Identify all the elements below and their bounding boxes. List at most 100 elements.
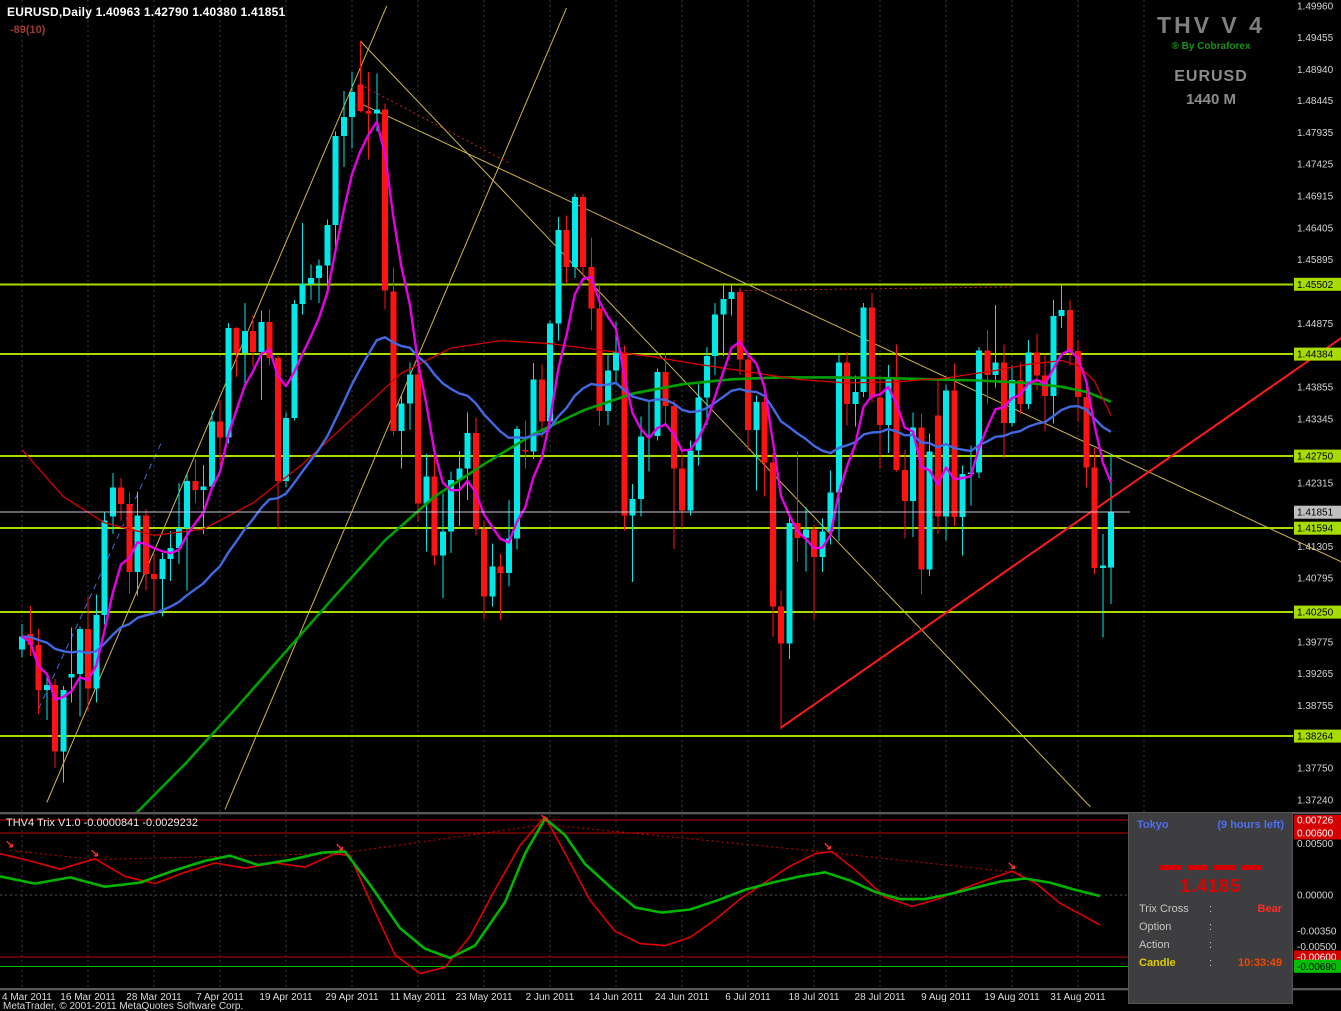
time-axis-label: 19 Aug 2011 [984, 992, 1040, 1003]
colon: : [1209, 939, 1213, 951]
svg-text:↘: ↘ [335, 841, 344, 853]
svg-text:1.37240: 1.37240 [1297, 796, 1334, 807]
svg-text:1.48445: 1.48445 [1297, 96, 1334, 107]
red-trendline[interactable] [780, 336, 1341, 729]
svg-text:1.44384: 1.44384 [1297, 350, 1334, 361]
session-name: Tokyo [1137, 819, 1169, 831]
trix-cross-value: Bear [1257, 903, 1282, 915]
svg-text:1.45895: 1.45895 [1297, 255, 1334, 266]
colon: : [1209, 903, 1213, 915]
action-value [1219, 939, 1282, 951]
svg-text:1.43345: 1.43345 [1297, 414, 1334, 425]
trix-main-line [0, 817, 1101, 960]
direction-dash [1213, 865, 1235, 870]
price-display: 1.4185 [1179, 876, 1242, 896]
svg-text:↘: ↘ [5, 838, 14, 850]
trix-signal-line [0, 815, 1101, 975]
moving-averages [21, 120, 1113, 812]
time-axis-label: 14 Jun 2011 [588, 992, 644, 1003]
session-remaining: (9 hours left) [1217, 819, 1284, 831]
coral-indicator-label: -89(10) [10, 24, 46, 36]
svg-text:1.49960: 1.49960 [1297, 2, 1334, 13]
panel-separator[interactable] [0, 812, 1341, 815]
price-chart-canvas[interactable]: 1.49960 1.49455 1.48940 1.48445 1.47935 1.474… [0, 0, 1341, 812]
svg-text:1.41851: 1.41851 [1297, 508, 1334, 519]
time-axis-label: 28 Mar 2011 [126, 992, 182, 1003]
trix-cross-label: Trix Cross [1139, 903, 1189, 915]
direction-dash [1159, 865, 1181, 870]
watermark-byline: ® By Cobraforex [1171, 41, 1251, 52]
svg-text:↘: ↘ [1007, 860, 1016, 872]
trendlines[interactable] [38, 5, 1341, 810]
thv-info-panel: Tokyo (9 hours left) 1.4185 Trix Cross :… [1128, 812, 1293, 1004]
watermark-timeframe: 1440 M [1185, 91, 1237, 108]
time-axis-label: 4 Mar 2011 [2, 992, 52, 1003]
svg-text:1.44875: 1.44875 [1297, 319, 1334, 330]
colon: : [1209, 957, 1213, 969]
trix-indicator-title: THV4 Trix V1.0 -0.0000841 -0.0029232 [6, 817, 199, 829]
colon: : [1209, 921, 1213, 933]
svg-text:1.37750: 1.37750 [1297, 764, 1334, 775]
watermark: THV V 4 ® By Cobraforex EURUSD 1440 M [1131, 12, 1291, 108]
time-axis-label: 18 Jul 2011 [788, 992, 840, 1003]
svg-text:1.40250: 1.40250 [1297, 608, 1334, 619]
chart-background [0, 0, 1341, 812]
svg-text:↘: ↘ [540, 815, 549, 825]
direction-dash [1186, 865, 1208, 870]
svg-text:0.00500: 0.00500 [1297, 839, 1334, 850]
svg-text:1.46915: 1.46915 [1297, 192, 1334, 203]
svg-text:1.40795: 1.40795 [1297, 574, 1334, 585]
option-label: Option [1139, 921, 1172, 933]
candle-label: Candle [1139, 957, 1176, 969]
price-axis[interactable]: 1.49960 1.49455 1.48940 1.48445 1.47935 1.474… [1294, 2, 1341, 807]
svg-text:1.39265: 1.39265 [1297, 669, 1334, 680]
svg-text:0.00600: 0.00600 [1297, 829, 1334, 840]
time-axis-label: 16 Mar 2011 [60, 992, 116, 1003]
time-axis[interactable]: 4 Mar 2011 16 Mar 2011 28 Mar 2011 7 Apr 20… [0, 990, 1341, 1011]
svg-text:1.41594: 1.41594 [1297, 524, 1334, 535]
time-axis-label: 29 Apr 2011 [325, 992, 379, 1003]
candle-direction-dashes [1129, 865, 1292, 870]
watermark-symbol: EURUSD [1174, 68, 1248, 85]
time-axis-label: 7 Apr 2011 [196, 992, 244, 1003]
svg-text:0.00726: 0.00726 [1297, 816, 1334, 827]
svg-text:-0.00600: -0.00600 [1297, 953, 1337, 964]
indicator-levels [0, 819, 1293, 967]
watermark-title: THV V 4 [1157, 12, 1265, 38]
svg-text:1.48940: 1.48940 [1297, 65, 1334, 76]
direction-dash [1240, 865, 1262, 870]
time-axis-label: 31 Aug 2011 [1050, 992, 1106, 1003]
svg-text:1.43855: 1.43855 [1297, 383, 1334, 394]
time-axis-label: 11 May 2011 [389, 992, 447, 1003]
time-axis-label: 28 Jul 2011 [854, 992, 906, 1003]
svg-text:1.47425: 1.47425 [1297, 160, 1334, 171]
time-axis-label: 23 May 2011 [455, 992, 513, 1003]
svg-text:-0.00690: -0.00690 [1297, 962, 1337, 973]
chart-ohlc-title: EURUSD,Daily 1.40963 1.42790 1.40380 1.4… [7, 5, 286, 19]
time-axis-label: 19 Apr 2011 [259, 992, 313, 1003]
time-axis-label: 24 Jun 2011 [654, 992, 710, 1003]
svg-text:1.38755: 1.38755 [1297, 701, 1334, 712]
panel-separator-2[interactable] [0, 988, 1341, 991]
indicator-gridlines [21, 815, 1145, 988]
svg-text:-0.00350: -0.00350 [1297, 927, 1337, 938]
svg-text:↘: ↘ [90, 848, 99, 860]
time-axis-label: 9 Aug 2011 [921, 992, 971, 1003]
candles [19, 41, 1114, 783]
support-resistance-levels[interactable] [0, 283, 1293, 738]
action-label: Action [1139, 939, 1170, 951]
option-value [1219, 921, 1282, 933]
time-axis-label: 6 Jul 2011 [725, 992, 771, 1003]
svg-text:1.39775: 1.39775 [1297, 637, 1334, 648]
time-axis-label: 2 Jun 2011 [525, 992, 575, 1003]
svg-text:1.45502: 1.45502 [1297, 280, 1334, 291]
svg-text:1.47935: 1.47935 [1297, 128, 1334, 139]
svg-text:0.00000: 0.00000 [1297, 891, 1334, 902]
svg-text:1.46405: 1.46405 [1297, 223, 1334, 234]
trix-divergence-dotted [9, 823, 1013, 873]
svg-text:1.49455: 1.49455 [1297, 33, 1334, 44]
svg-text:1.42750: 1.42750 [1297, 452, 1334, 463]
